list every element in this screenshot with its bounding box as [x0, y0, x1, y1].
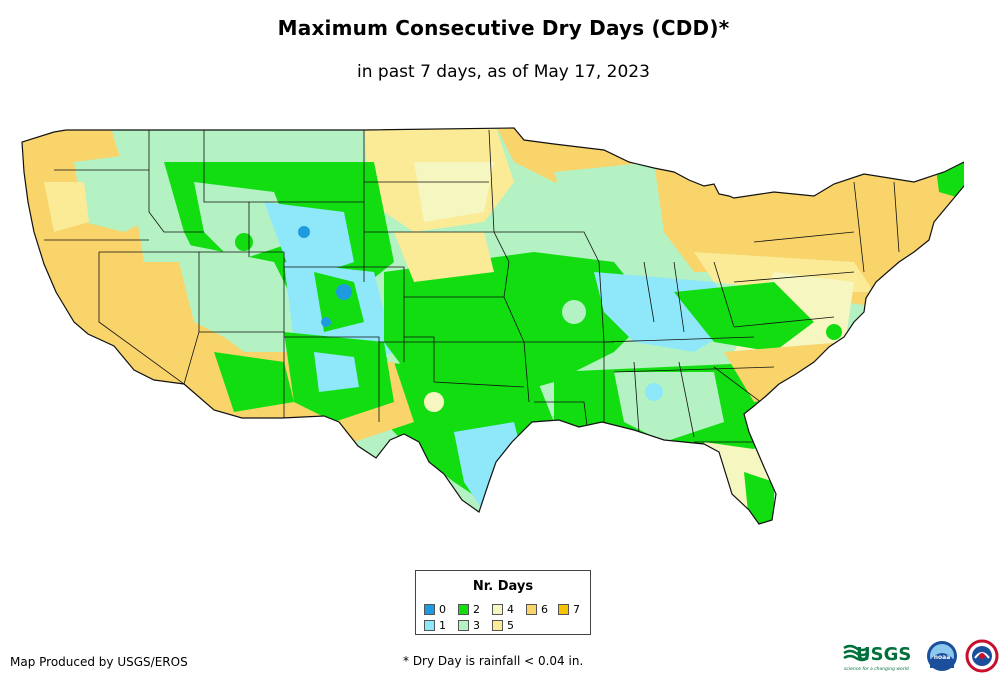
- legend-item-1: 1: [424, 619, 446, 632]
- legend-swatch: [424, 620, 435, 631]
- legend-label: 0: [439, 603, 446, 616]
- legend-label: 3: [473, 619, 480, 632]
- legend-swatch: [492, 604, 503, 615]
- legend-title: Nr. Days: [472, 579, 534, 594]
- legend-item-2: 2: [458, 603, 480, 616]
- nws-logo: [965, 639, 999, 673]
- legend-swatch: [492, 620, 503, 631]
- legend-label: 1: [439, 619, 446, 632]
- legend-label: 2: [473, 603, 480, 616]
- legend-label: 4: [507, 603, 514, 616]
- legend-swatch: [458, 620, 469, 631]
- legend-item-0: 0: [424, 603, 446, 616]
- legend-swatch: [526, 604, 537, 615]
- legend-label: 6: [541, 603, 548, 616]
- map-title: Maximum Consecutive Dry Days (CDD)*: [277, 16, 730, 40]
- legend-swatch: [458, 604, 469, 615]
- noaa-logo: noaa: [927, 641, 957, 671]
- agency-logos: USGS science for a changing world noaa: [843, 639, 999, 673]
- usgs-tagline: science for a changing world: [844, 666, 909, 672]
- dry-day-note: * Dry Day is rainfall < 0.04 in.: [403, 654, 584, 668]
- legend-swatch: [424, 604, 435, 615]
- map-subtitle: in past 7 days, as of May 17, 2023: [357, 62, 650, 82]
- legend-item-4: 4: [492, 603, 514, 616]
- map-credit: Map Produced by USGS/EROS: [10, 655, 188, 669]
- legend-item-7: 7: [558, 603, 580, 616]
- legend-label: 5: [507, 619, 514, 632]
- legend-label: 7: [573, 603, 580, 616]
- legend-swatch: [558, 604, 569, 615]
- usgs-logo: USGS science for a changing world: [843, 644, 911, 672]
- us-cdd-map: [21, 127, 964, 525]
- legend-item-6: 6: [526, 603, 548, 616]
- legend-box: Nr. Days 0 1 2 3 4 5 6 7: [415, 570, 591, 635]
- noaa-wordmark: noaa: [934, 654, 951, 661]
- usgs-wordmark: USGS: [856, 644, 911, 665]
- legend-item-3: 3: [458, 619, 480, 632]
- legend-item-5: 5: [492, 619, 514, 632]
